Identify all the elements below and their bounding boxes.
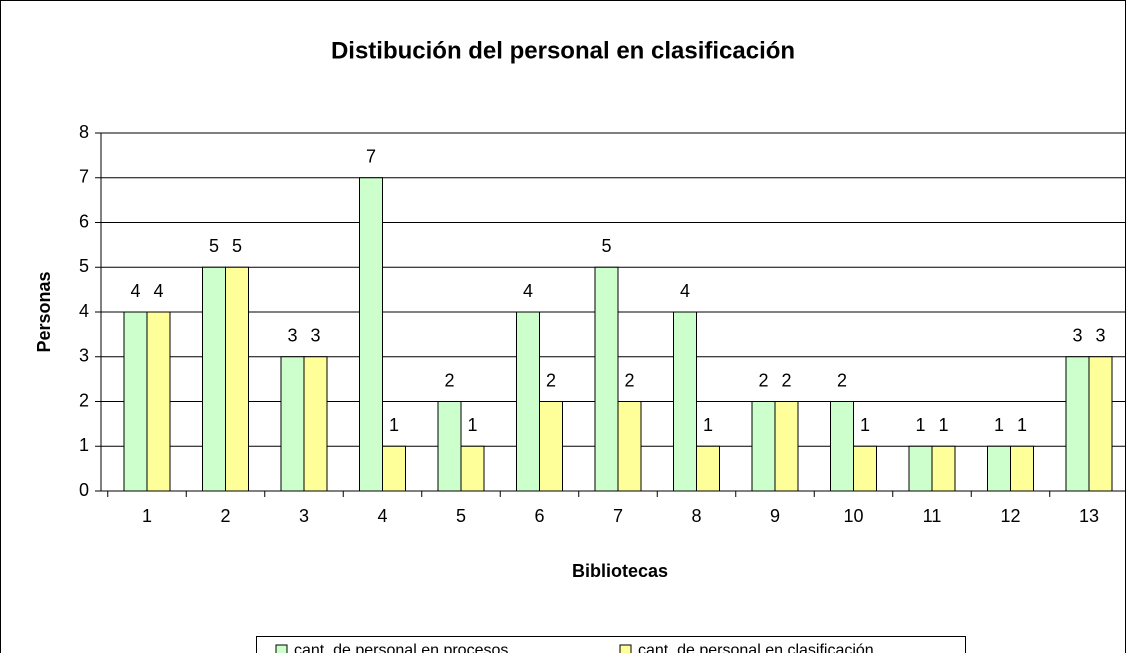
bar xyxy=(853,445,877,492)
x-tick-label: 11 xyxy=(923,506,942,526)
legend-swatch xyxy=(619,644,632,653)
y-tick-label: 8 xyxy=(79,122,89,142)
y-tick-label: 0 xyxy=(79,480,89,500)
y-tick-label: 2 xyxy=(79,390,89,410)
bar xyxy=(830,401,854,492)
value-label: 5 xyxy=(209,236,219,256)
bar xyxy=(460,445,485,492)
bar xyxy=(617,401,642,492)
value-label: 3 xyxy=(310,326,320,346)
bar xyxy=(751,401,776,492)
value-label: 5 xyxy=(601,236,611,256)
legend-label: cant. de personal en procesos xyxy=(294,642,508,653)
value-label: 2 xyxy=(444,370,454,390)
value-label: 1 xyxy=(994,415,1004,435)
value-label: 1 xyxy=(389,415,399,435)
x-tick-label: 12 xyxy=(1000,506,1020,526)
value-label: 2 xyxy=(758,370,768,390)
bar xyxy=(1088,356,1113,492)
x-tick-label: 6 xyxy=(534,506,544,526)
bar xyxy=(516,311,540,492)
x-tick-label: 10 xyxy=(843,506,863,526)
bar xyxy=(987,445,1011,492)
bar xyxy=(225,266,249,492)
value-label: 1 xyxy=(915,415,925,435)
x-tick-label: 8 xyxy=(691,506,701,526)
y-tick-label: 6 xyxy=(79,211,89,231)
legend-label: cant. de personal en clasificación xyxy=(638,642,874,653)
x-tick-label: 3 xyxy=(299,506,309,526)
y-tick-label: 4 xyxy=(79,301,89,321)
value-label: 5 xyxy=(232,236,242,256)
bar xyxy=(774,401,799,492)
bar xyxy=(382,445,406,492)
y-tick-label: 5 xyxy=(79,256,89,276)
chart-title: Distibución del personal en clasificació… xyxy=(331,37,795,64)
value-label: 3 xyxy=(1095,326,1105,346)
value-label: 1 xyxy=(938,415,948,435)
y-tick-label: 3 xyxy=(79,346,89,366)
y-tick-label: 1 xyxy=(79,435,89,455)
value-label: 1 xyxy=(860,415,870,435)
value-label: 3 xyxy=(1072,326,1082,346)
value-label: 1 xyxy=(703,415,713,435)
x-tick-label: 4 xyxy=(377,506,387,526)
x-tick-label: 13 xyxy=(1079,506,1099,526)
value-label: 4 xyxy=(130,281,140,301)
value-label: 2 xyxy=(546,370,556,390)
bar xyxy=(673,311,697,492)
x-tick-label: 5 xyxy=(456,506,466,526)
legend xyxy=(256,636,966,653)
value-label: 3 xyxy=(287,326,297,346)
value-label: 7 xyxy=(366,147,376,167)
bar xyxy=(280,356,305,492)
value-label: 2 xyxy=(624,370,634,390)
x-tick-label: 9 xyxy=(770,506,780,526)
bar xyxy=(202,266,226,492)
bar xyxy=(931,445,956,492)
x-axis-title: Bibliotecas xyxy=(572,561,668,581)
value-label: 1 xyxy=(1017,415,1027,435)
bar xyxy=(594,266,619,492)
y-axis-title: Personas xyxy=(34,271,54,352)
x-tick-label: 1 xyxy=(142,506,152,526)
bar xyxy=(1065,356,1090,492)
bar xyxy=(1010,445,1034,492)
value-label: 2 xyxy=(837,370,847,390)
bar xyxy=(359,177,383,492)
value-label: 4 xyxy=(153,281,163,301)
bar xyxy=(123,311,148,492)
value-label: 2 xyxy=(781,370,791,390)
bar xyxy=(146,311,171,492)
bar xyxy=(539,401,563,492)
value-label: 4 xyxy=(680,281,690,301)
bar xyxy=(437,401,462,492)
x-tick-label: 2 xyxy=(220,506,230,526)
y-tick-label: 7 xyxy=(79,167,89,187)
bar xyxy=(908,445,933,492)
x-tick-label: 7 xyxy=(613,506,623,526)
bar xyxy=(303,356,328,492)
legend-swatch xyxy=(275,644,288,653)
value-label: 4 xyxy=(523,281,533,301)
value-label: 1 xyxy=(467,415,477,435)
bar xyxy=(696,445,720,492)
